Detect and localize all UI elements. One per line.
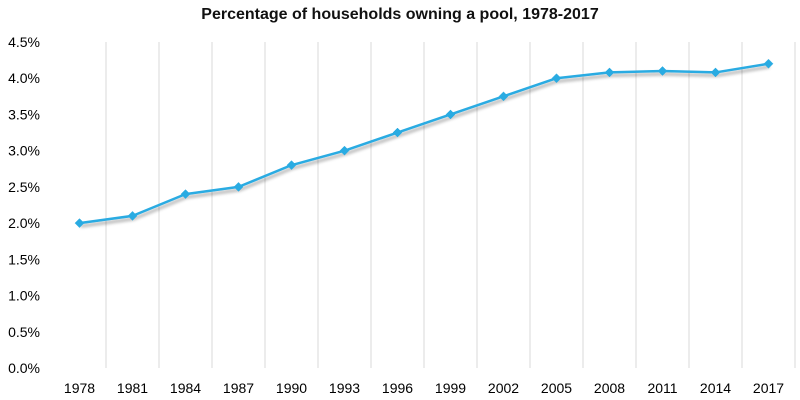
x-tick-label: 1996 xyxy=(382,380,413,396)
x-tick-label: 1990 xyxy=(276,380,307,396)
data-point-marker xyxy=(74,218,85,228)
data-point-marker xyxy=(392,127,403,138)
series-line xyxy=(79,62,769,225)
data-point-marker xyxy=(233,182,244,192)
y-tick-label: 3.0% xyxy=(8,143,40,159)
x-tick-label: 2008 xyxy=(594,380,625,396)
y-tick-label: 0.5% xyxy=(8,324,40,340)
data-point-marker xyxy=(763,58,774,69)
data-point-marker xyxy=(710,67,721,78)
y-tick-label: 3.5% xyxy=(8,106,40,122)
x-tick-label: 2014 xyxy=(700,380,731,396)
data-point-marker xyxy=(498,91,509,102)
x-tick-label: 1999 xyxy=(435,380,466,396)
data-point-marker xyxy=(445,109,456,120)
x-tick-label: 2011 xyxy=(647,380,677,396)
y-tick-label: 0.0% xyxy=(8,360,40,376)
x-tick-label: 2017 xyxy=(753,380,784,396)
y-tick-label: 2.5% xyxy=(8,179,40,195)
data-point-marker xyxy=(551,73,562,84)
data-point-marker xyxy=(604,67,615,78)
x-tick-label: 2005 xyxy=(541,380,572,396)
chart-title: Percentage of households owning a pool, … xyxy=(201,6,599,23)
data-point-marker xyxy=(286,160,297,171)
data-point-marker xyxy=(657,66,668,76)
x-tick-label: 1981 xyxy=(117,380,148,396)
y-tick-label: 4.5% xyxy=(8,34,40,50)
x-tick-label: 2002 xyxy=(488,380,519,396)
y-tick-label: 4.0% xyxy=(8,70,40,86)
x-tick-label: 1993 xyxy=(329,380,360,396)
y-tick-label: 1.5% xyxy=(8,251,40,267)
x-tick-label: 1984 xyxy=(170,380,201,396)
x-tick-label: 1987 xyxy=(223,380,254,396)
x-tick-label: 1978 xyxy=(64,380,95,396)
y-tick-label: 1.0% xyxy=(8,288,40,304)
y-tick-label: 2.0% xyxy=(8,215,40,231)
data-point-marker xyxy=(339,145,350,156)
data-point-marker xyxy=(180,189,191,199)
data-point-marker xyxy=(127,211,138,221)
